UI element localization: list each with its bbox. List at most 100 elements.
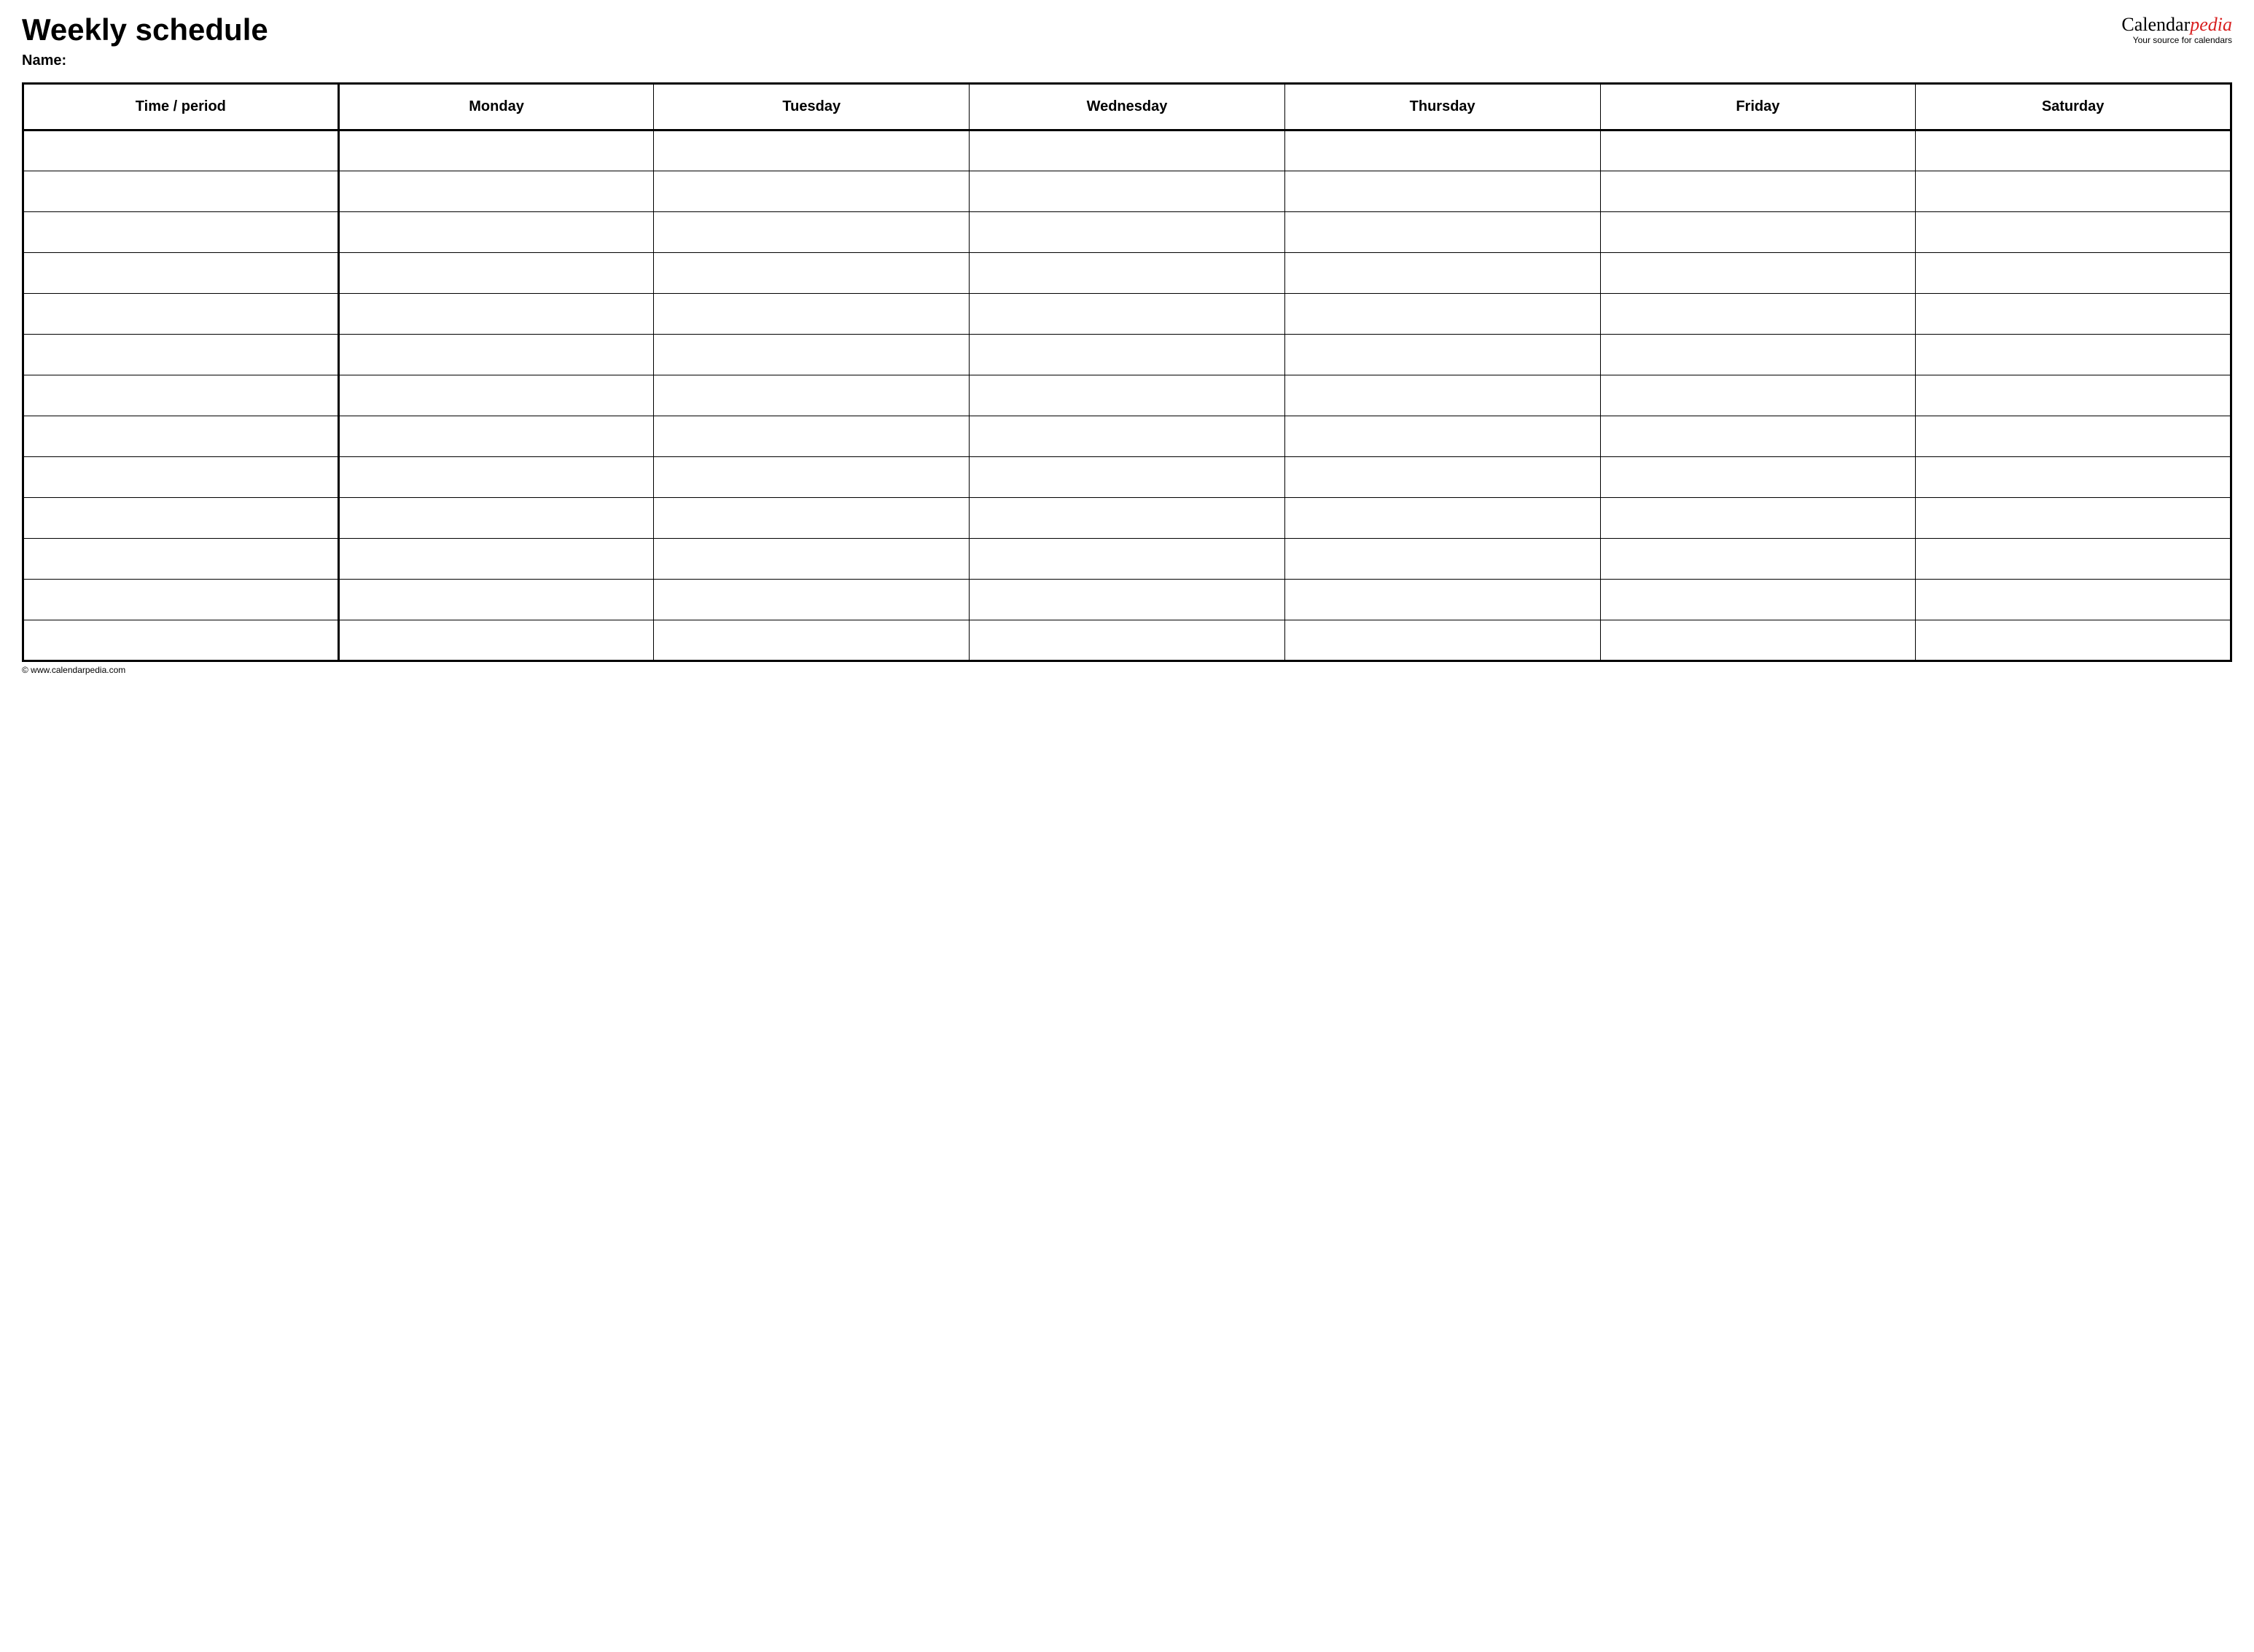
table-cell (1284, 457, 1600, 498)
table-cell (1284, 294, 1600, 335)
table-cell (654, 539, 970, 580)
table-cell (1600, 130, 1916, 171)
table-cell (970, 294, 1285, 335)
table-cell (1284, 539, 1600, 580)
table-cell (23, 253, 339, 294)
table-row (23, 171, 2231, 212)
table-cell (1284, 620, 1600, 661)
table-cell (338, 294, 654, 335)
table-cell (654, 457, 970, 498)
table-cell (23, 171, 339, 212)
table-row (23, 416, 2231, 457)
table-cell (1284, 335, 1600, 375)
table-cell (338, 539, 654, 580)
table-cell (654, 580, 970, 620)
table-cell (338, 620, 654, 661)
col-header-monday: Monday (338, 84, 654, 130)
table-cell (1600, 335, 1916, 375)
logo-wordmark: Calendarpedia (2121, 15, 2232, 36)
table-cell (1284, 130, 1600, 171)
table-cell (1916, 539, 2231, 580)
table-cell (970, 130, 1285, 171)
table-cell (23, 620, 339, 661)
table-cell (1916, 171, 2231, 212)
table-cell (1600, 294, 1916, 335)
table-cell (23, 335, 339, 375)
table-cell (23, 580, 339, 620)
table-cell (338, 457, 654, 498)
table-cell (654, 620, 970, 661)
table-cell (1600, 253, 1916, 294)
table-cell (23, 498, 339, 539)
table-cell (1284, 212, 1600, 253)
table-cell (970, 212, 1285, 253)
table-cell (1284, 171, 1600, 212)
table-header-row: Time / period Monday Tuesday Wednesday T… (23, 84, 2231, 130)
table-cell (1916, 580, 2231, 620)
table-cell (1916, 375, 2231, 416)
col-header-thursday: Thursday (1284, 84, 1600, 130)
table-row (23, 130, 2231, 171)
table-row (23, 294, 2231, 335)
table-cell (338, 253, 654, 294)
table-cell (1600, 457, 1916, 498)
table-cell (1600, 620, 1916, 661)
table-cell (654, 375, 970, 416)
table-cell (23, 416, 339, 457)
table-cell (970, 335, 1285, 375)
col-header-tuesday: Tuesday (654, 84, 970, 130)
table-cell (1600, 580, 1916, 620)
brand-logo: Calendarpedia Your source for calendars (2121, 15, 2232, 45)
table-cell (23, 294, 339, 335)
table-cell (1916, 620, 2231, 661)
table-cell (1916, 294, 2231, 335)
table-cell (23, 539, 339, 580)
table-cell (1916, 457, 2231, 498)
table-cell (970, 539, 1285, 580)
table-cell (338, 335, 654, 375)
table-cell (1600, 498, 1916, 539)
table-cell (654, 130, 970, 171)
table-cell (23, 375, 339, 416)
table-cell (654, 212, 970, 253)
table-cell (654, 253, 970, 294)
table-cell (1916, 335, 2231, 375)
table-row (23, 620, 2231, 661)
name-label: Name: (22, 52, 2232, 69)
table-cell (970, 580, 1285, 620)
col-header-saturday: Saturday (1916, 84, 2231, 130)
table-cell (970, 171, 1285, 212)
table-cell (654, 171, 970, 212)
table-cell (970, 457, 1285, 498)
table-cell (970, 620, 1285, 661)
table-cell (1600, 416, 1916, 457)
schedule-table: Time / period Monday Tuesday Wednesday T… (22, 82, 2232, 662)
table-cell (1284, 253, 1600, 294)
table-cell (338, 498, 654, 539)
table-cell (1600, 171, 1916, 212)
table-cell (970, 375, 1285, 416)
table-row (23, 539, 2231, 580)
table-cell (338, 212, 654, 253)
table-cell (1916, 212, 2231, 253)
logo-tagline: Your source for calendars (2121, 36, 2232, 45)
table-row (23, 580, 2231, 620)
table-cell (654, 416, 970, 457)
page-title: Weekly schedule (22, 15, 268, 45)
table-cell (338, 416, 654, 457)
table-cell (1284, 416, 1600, 457)
table-cell (1284, 498, 1600, 539)
table-cell (23, 130, 339, 171)
table-cell (23, 457, 339, 498)
col-header-friday: Friday (1600, 84, 1916, 130)
table-cell (1600, 375, 1916, 416)
table-row (23, 212, 2231, 253)
table-row (23, 375, 2231, 416)
col-header-time: Time / period (23, 84, 339, 130)
table-cell (1916, 416, 2231, 457)
table-cell (654, 294, 970, 335)
table-cell (654, 498, 970, 539)
table-body (23, 130, 2231, 661)
table-cell (1284, 375, 1600, 416)
header-row: Weekly schedule Calendarpedia Your sourc… (22, 15, 2232, 45)
